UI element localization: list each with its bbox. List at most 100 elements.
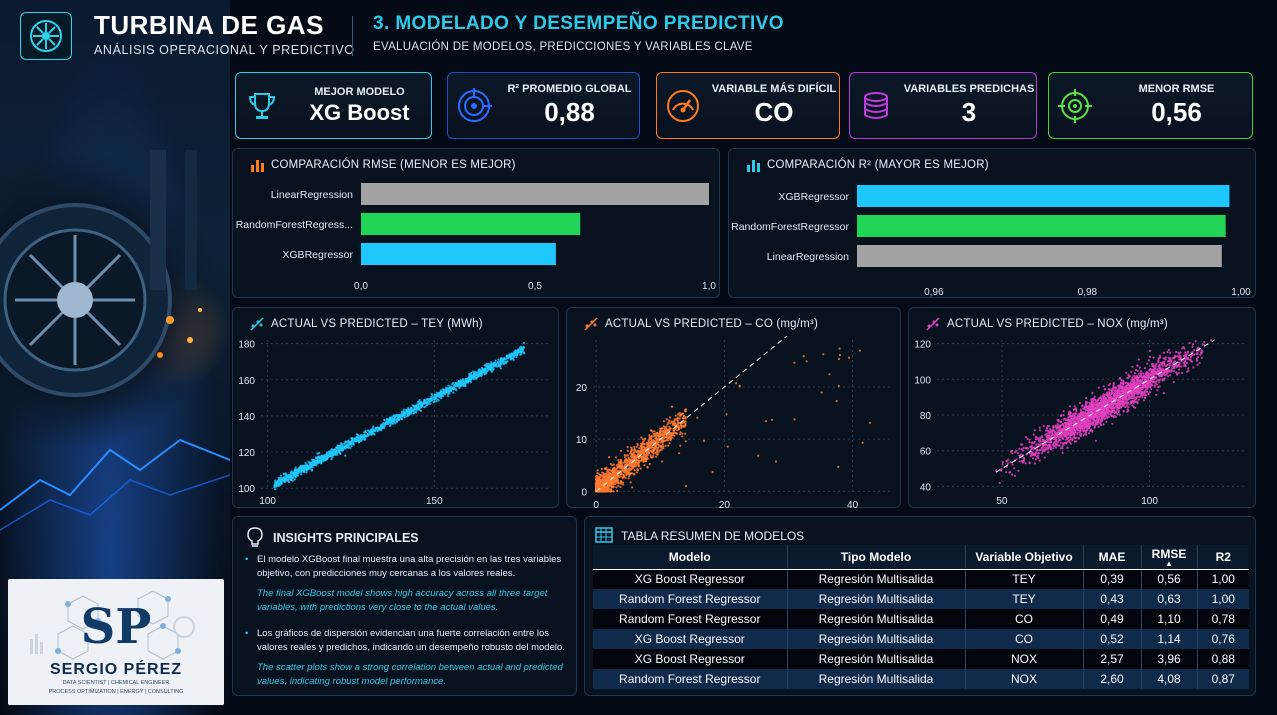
scatter-point	[1175, 371, 1178, 374]
scatter-point	[673, 424, 676, 427]
scatter-point	[649, 449, 652, 452]
scatter-point	[646, 466, 649, 469]
scatter-point	[521, 346, 524, 349]
scatter-point	[331, 456, 334, 459]
scatter-point	[653, 447, 656, 450]
x-tick-label: 50	[996, 496, 1008, 507]
scatter-point	[1137, 358, 1140, 361]
scatter-point	[450, 387, 453, 390]
scatter-point	[678, 452, 681, 455]
scatter-point	[1139, 394, 1142, 397]
scatter-point	[1040, 452, 1043, 455]
scatter-point	[609, 481, 612, 485]
scatter-point	[613, 466, 616, 469]
scatter-point	[610, 473, 613, 477]
bar-category-label: XGBRegressor	[282, 249, 353, 261]
scatter-point	[1088, 430, 1092, 433]
scatter-point	[430, 399, 433, 402]
scatter-point	[497, 358, 500, 361]
scatter-point	[412, 412, 415, 415]
database-icon	[864, 91, 888, 119]
scatter-point	[682, 414, 685, 418]
scatter-point	[1148, 349, 1152, 353]
scatter-point	[349, 443, 352, 446]
scatter-point	[505, 357, 508, 360]
scatter-point	[1138, 366, 1141, 369]
scatter-point	[635, 459, 638, 462]
scatter-point	[667, 444, 670, 447]
scatter-point	[1096, 423, 1099, 426]
scatter-point	[1038, 459, 1041, 462]
scatter-point	[352, 443, 355, 446]
scatter-point	[1046, 427, 1049, 430]
scatter-point	[633, 448, 636, 451]
scatter-point	[420, 403, 423, 406]
scatter-point	[481, 368, 484, 371]
scatter-point	[623, 465, 627, 468]
scatter-point	[1049, 428, 1052, 431]
bar	[857, 185, 1230, 207]
scatter-point	[652, 439, 655, 442]
scatter-point	[1111, 422, 1114, 425]
y-tick-label: 120	[238, 448, 255, 459]
scatter-point	[391, 422, 394, 425]
scatter-point	[618, 482, 621, 485]
scatter-point	[597, 472, 600, 475]
scatter-point	[340, 442, 343, 445]
scatter-point	[1183, 347, 1186, 350]
scatter-point	[1068, 405, 1071, 408]
scatter-point	[665, 425, 668, 428]
scatter-point	[1049, 439, 1052, 442]
scatter-point	[1085, 396, 1088, 400]
scatter-point	[696, 416, 699, 419]
scatter-point	[1072, 414, 1075, 417]
scatter-point	[630, 465, 633, 468]
scatter-point	[606, 487, 609, 490]
bar	[857, 215, 1226, 237]
scatter-point	[684, 484, 687, 488]
y-tick-label: 120	[914, 340, 931, 351]
scatter-point	[1011, 473, 1014, 476]
scatter-point	[614, 468, 617, 471]
scatter-point	[677, 424, 680, 427]
scatter-point	[1056, 441, 1060, 444]
scatter-point	[463, 380, 466, 383]
scatter-point	[344, 440, 347, 443]
scatter-point	[655, 435, 658, 438]
scatter-point	[1037, 456, 1040, 460]
scatter-point	[446, 395, 450, 398]
scatter-point	[645, 453, 648, 456]
scatter-point	[1084, 402, 1088, 405]
scatter-point	[1194, 339, 1197, 343]
scatter-point	[605, 468, 608, 471]
scatter-point	[457, 380, 461, 383]
scatter-point	[1045, 433, 1048, 437]
scatter-point	[1020, 443, 1023, 446]
scatter-point	[629, 472, 632, 475]
scatter-point	[608, 485, 611, 488]
scatter-point	[602, 473, 605, 476]
scatter-point	[641, 455, 644, 459]
scatter-point	[662, 441, 665, 444]
scatter-point	[1127, 401, 1130, 404]
scatter-point	[470, 371, 473, 375]
scatter-point	[998, 481, 1001, 485]
scatter-point	[670, 405, 674, 408]
scatter-point	[1142, 399, 1145, 402]
scatter-point	[478, 370, 481, 373]
scatter-point	[596, 469, 599, 472]
scatter-point	[391, 420, 394, 423]
scatter-point	[431, 394, 434, 397]
scatter-point	[1128, 397, 1131, 400]
scatter-point	[658, 450, 661, 453]
scatter-point	[638, 450, 641, 454]
scatter-point	[1059, 420, 1062, 423]
scatter-point	[435, 391, 438, 394]
scatter-point	[1050, 448, 1053, 451]
scatter-point	[425, 404, 429, 407]
scatter-point	[334, 452, 338, 455]
scatter-point	[1178, 361, 1181, 364]
scatter-point	[450, 389, 453, 392]
scatter-point	[1144, 394, 1147, 397]
